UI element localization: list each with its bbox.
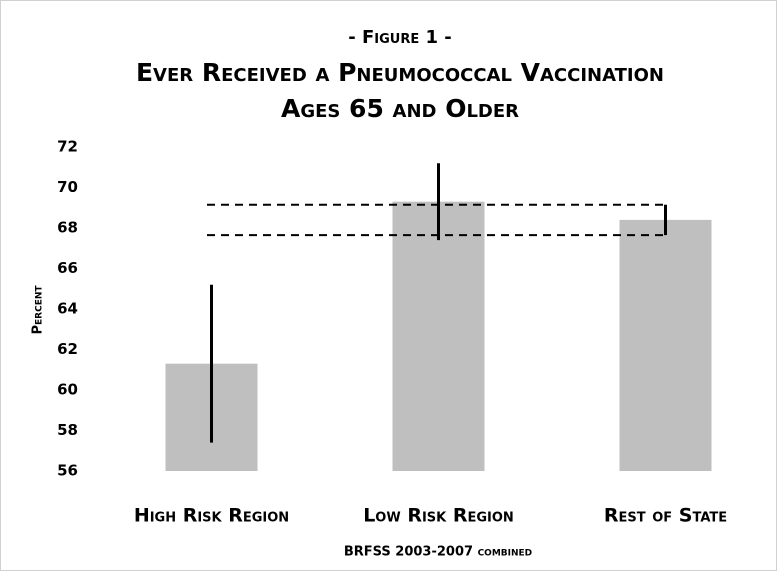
x-tick-label: High Risk Region [134,505,289,527]
y-tick-label: 72 [57,138,78,156]
y-tick-label: 58 [57,421,78,439]
chart-subtitle: Ages 65 and Older [281,94,519,123]
chart-title: Ever Received a Pneumococcal Vaccination [136,58,664,87]
x-tick-label: Low Risk Region [363,505,514,527]
x-axis-label: BRFSS 2003-2007 combined [344,545,532,560]
x-tick-label: Rest of State [604,505,727,527]
y-tick-label: 60 [57,381,78,399]
y-tick-label: 56 [57,462,78,480]
y-tick-label: 64 [57,300,78,318]
y-tick-label: 66 [57,259,78,277]
y-tick-label: 70 [57,178,78,196]
y-axis-label: Percent [31,285,46,335]
y-tick-label: 68 [57,219,78,237]
bar [392,201,485,472]
y-tick-label: 62 [57,340,78,358]
figure-label: - Figure 1 - [348,27,452,48]
bar [619,219,712,471]
